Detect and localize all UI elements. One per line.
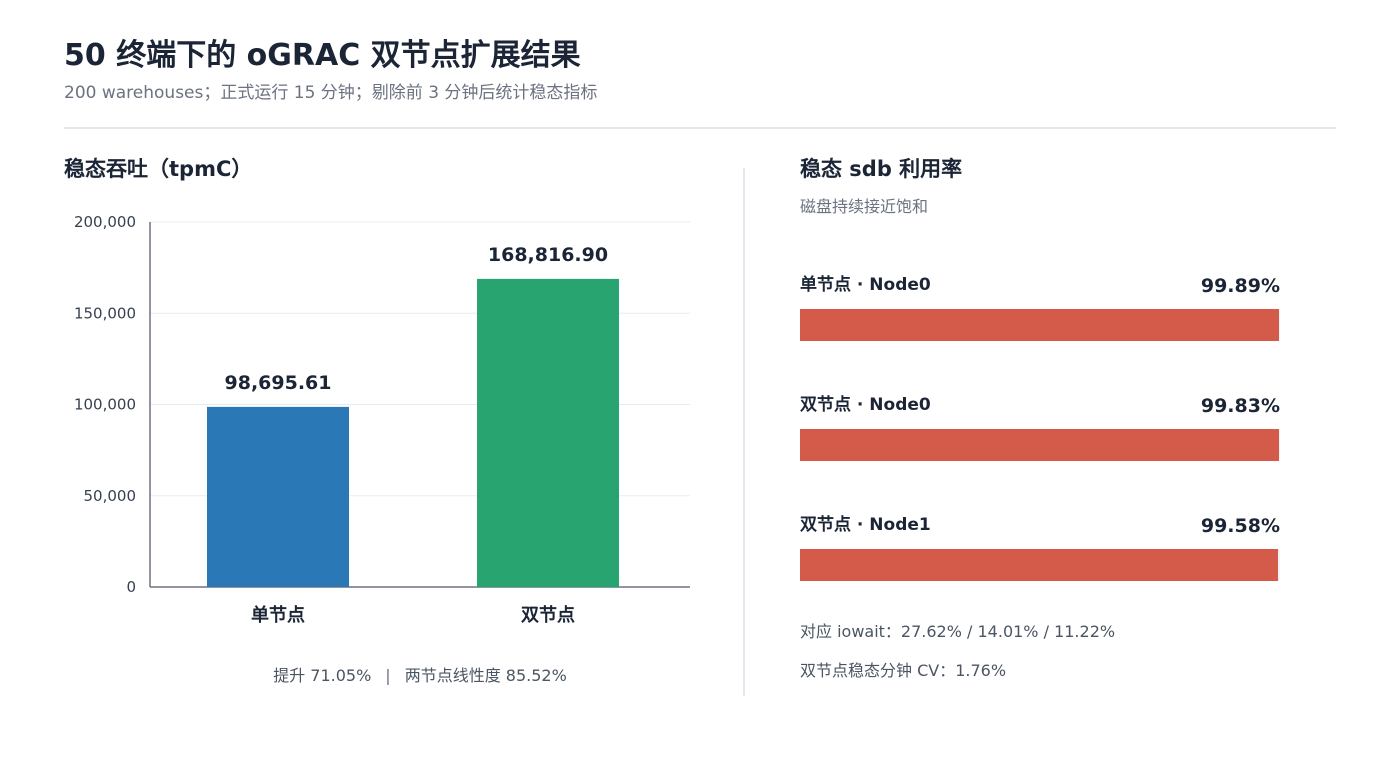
utilization-title: 稳态 sdb 利用率 — [800, 157, 963, 181]
util-value: 99.58% — [1200, 515, 1280, 537]
iowait-note: 对应 iowait：27.62% / 14.01% / 11.22% — [800, 622, 1116, 641]
util-label: 双节点 · Node1 — [800, 515, 931, 535]
throughput-chart: 0 50,000 100,000 150,000 200,000 98,695.61 单节… — [74, 213, 690, 626]
util-bar-fill — [800, 429, 1280, 461]
y-tick-label: 200,000 — [74, 213, 136, 231]
bar — [207, 406, 349, 587]
note-separator: | — [385, 666, 391, 685]
util-label: 单节点 · Node0 — [800, 275, 931, 295]
x-tick-label: 双节点 — [521, 604, 575, 626]
cv-note: 双节点稳态分钟 CV：1.76% — [800, 661, 1007, 680]
util-row-single-node0: 单节点 · Node0 99.89% — [800, 270, 1280, 350]
throughput-gain-text: 提升 71.05% — [273, 666, 372, 685]
util-value: 99.83% — [1200, 395, 1280, 417]
throughput-chart-title: 稳态吞吐（tpmC） — [64, 157, 253, 181]
page-title: 50 终端下的 oGRAC 双节点扩展结果 — [64, 38, 581, 73]
util-row-double-node1: 双节点 · Node1 99.58% — [800, 510, 1280, 590]
util-bar-track — [800, 309, 1280, 341]
linearity-text: 两节点线性度 85.52% — [404, 666, 567, 685]
bar-data-label: 168,816.90 — [488, 244, 608, 266]
utilization-subtitle: 磁盘持续接近饱和 — [800, 197, 929, 216]
y-tick-label: 150,000 — [74, 304, 136, 322]
y-tick-label: 0 — [126, 578, 136, 596]
util-bar-track — [800, 549, 1280, 581]
util-bar-fill — [800, 309, 1280, 341]
throughput-note: 提升 71.05% | 两节点线性度 85.52% — [150, 662, 690, 686]
util-value: 99.89% — [1200, 275, 1280, 297]
util-row-double-node0: 双节点 · Node0 99.83% — [800, 390, 1280, 470]
util-bar-fill — [800, 549, 1278, 581]
header-divider — [64, 127, 1336, 129]
bar — [477, 278, 619, 587]
bar-data-label: 98,695.61 — [225, 372, 332, 394]
util-label: 双节点 · Node0 — [800, 395, 931, 415]
y-tick-label: 50,000 — [84, 487, 137, 505]
panel-divider — [743, 168, 745, 696]
y-tick-label: 100,000 — [74, 396, 136, 414]
page-subtitle: 200 warehouses；正式运行 15 分钟；剔除前 3 分钟后统计稳态指… — [64, 83, 598, 103]
util-bar-track — [800, 429, 1280, 461]
x-tick-label: 单节点 — [251, 604, 305, 626]
